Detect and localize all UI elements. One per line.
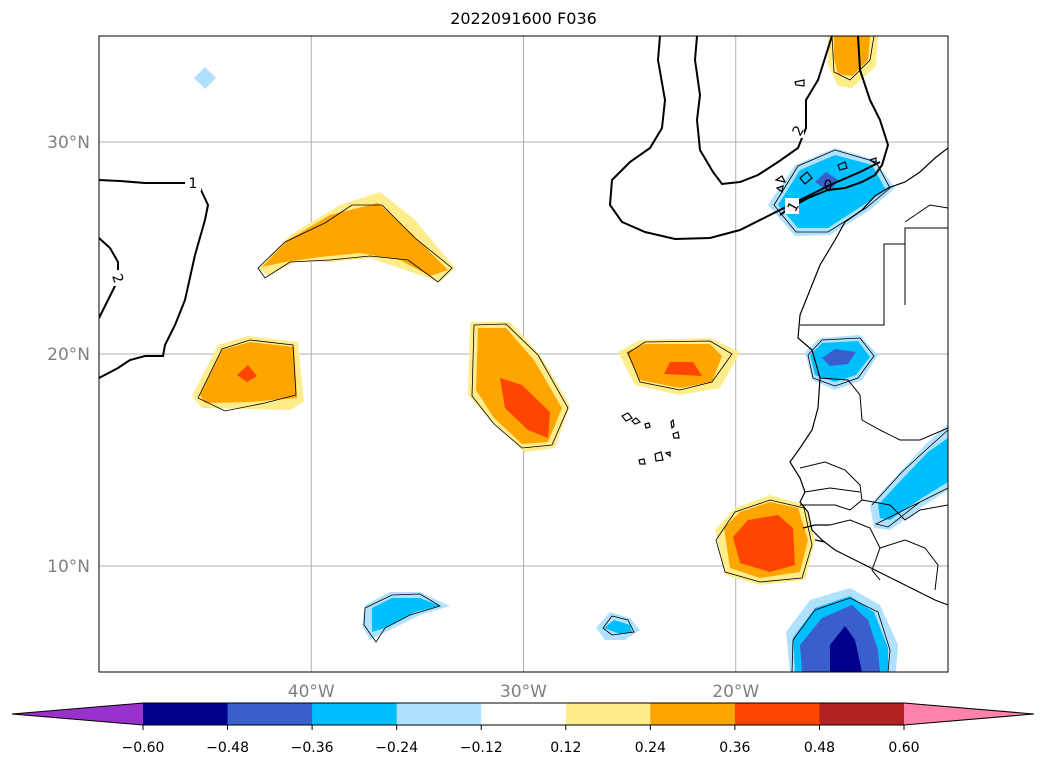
colorbar-segment — [227, 703, 313, 725]
island — [794, 79, 805, 87]
coastline — [802, 524, 830, 543]
anomaly-area — [773, 149, 891, 233]
island — [631, 417, 642, 425]
colorbar-segment — [650, 703, 736, 725]
anomaly-area — [878, 438, 948, 520]
anomaly-area — [262, 203, 448, 276]
colorbar-segment — [312, 703, 398, 725]
colorbar-extend-low — [12, 703, 143, 725]
anomaly-area — [807, 337, 875, 387]
colorbar-tick-label: −0.24 — [375, 740, 418, 756]
island — [868, 157, 877, 166]
island — [775, 185, 784, 194]
colorbar-tick-label: −0.48 — [206, 740, 249, 756]
colorbar-tick-label: 0.24 — [635, 740, 666, 756]
anomaly-area — [715, 499, 813, 583]
colorbar-segment — [565, 703, 651, 725]
anomaly-area — [602, 615, 635, 636]
colorbar-segment — [819, 703, 905, 725]
contour-labels: 1 2 2 1 0 — [108, 122, 832, 286]
colorbar-tick-label: 0.48 — [804, 740, 835, 756]
anomaly-area — [363, 593, 441, 643]
positive-anomaly-areas — [192, 36, 878, 585]
anomaly-area — [871, 429, 948, 528]
anomaly-area — [627, 340, 733, 391]
border — [904, 204, 948, 223]
anomaly-area — [471, 323, 569, 449]
lat-tick-label: 10°N — [47, 557, 90, 577]
border — [819, 377, 948, 441]
island — [654, 451, 664, 462]
anomaly-area — [822, 349, 856, 366]
anomaly-area — [237, 365, 257, 382]
island — [644, 422, 651, 429]
island — [672, 431, 680, 439]
lon-tick-label: 30°W — [500, 682, 547, 702]
lon-tick-label: 20°W — [712, 682, 759, 702]
colorbar-extend-high — [904, 703, 1034, 725]
lat-tick-label: 30°N — [47, 133, 90, 153]
anomaly-area — [791, 597, 891, 672]
anomaly-area — [834, 36, 870, 76]
map-title: 2022091600 F036 — [450, 9, 597, 28]
border — [804, 487, 861, 493]
island — [774, 175, 787, 183]
border — [829, 519, 881, 581]
colorbar-segment — [396, 703, 482, 725]
island — [799, 171, 813, 185]
anomaly-area — [830, 626, 862, 672]
island — [837, 161, 848, 171]
lat-tick-label: 20°N — [47, 345, 90, 365]
lon-tick-label: 40°W — [288, 682, 335, 702]
colorbar-segment — [481, 703, 567, 725]
anomaly-area — [815, 172, 838, 192]
colorbar-tick-label: −0.36 — [291, 740, 334, 756]
colorbar: −0.60 −0.48 −0.36 −0.24 −0.12 0.12 0.24 0.36 0.4… — [11, 702, 1035, 756]
contour-line — [608, 36, 881, 241]
anomaly-area — [500, 378, 550, 438]
island — [664, 451, 671, 458]
colorbar-segment — [143, 703, 229, 725]
islands — [621, 79, 877, 465]
colorbar-tick-label: 0.12 — [550, 740, 581, 756]
anomaly-area — [197, 339, 297, 412]
anomaly-area — [194, 67, 216, 89]
island — [621, 412, 633, 422]
anomaly-area — [831, 36, 875, 81]
border — [861, 499, 948, 521]
contour-lines — [99, 36, 890, 379]
contour-line — [779, 36, 890, 216]
border — [800, 227, 948, 326]
contour-line — [99, 179, 210, 379]
contour-line — [693, 36, 833, 186]
map-frame — [98, 35, 949, 673]
island — [670, 418, 675, 430]
colorbar-tick-label: 0.60 — [888, 740, 919, 756]
anomaly-area — [257, 204, 453, 283]
contour-label: 0 — [824, 178, 833, 194]
coastlines — [789, 147, 948, 606]
anomaly-area — [664, 362, 702, 376]
contour-label: 1 — [189, 176, 198, 192]
border — [879, 539, 939, 591]
colorbar-tick-label: −0.60 — [122, 740, 165, 756]
map-panel: 1 2 2 1 0 40°W 30°W 20°W 30°N 20°N 10°N — [47, 35, 949, 702]
island — [638, 458, 646, 465]
anomaly-area — [733, 515, 795, 572]
tick-labels: 40°W 30°W 20°W 30°N 20°N 10°N — [47, 133, 759, 702]
anomaly-area — [604, 620, 632, 634]
country-borders — [799, 204, 948, 591]
anomaly-area — [372, 598, 440, 632]
colorbar-segment — [734, 703, 820, 725]
colorbar-tick-label: −0.12 — [460, 740, 503, 756]
coastline — [789, 147, 948, 606]
colorbar-tick-label: 0.36 — [719, 740, 750, 756]
